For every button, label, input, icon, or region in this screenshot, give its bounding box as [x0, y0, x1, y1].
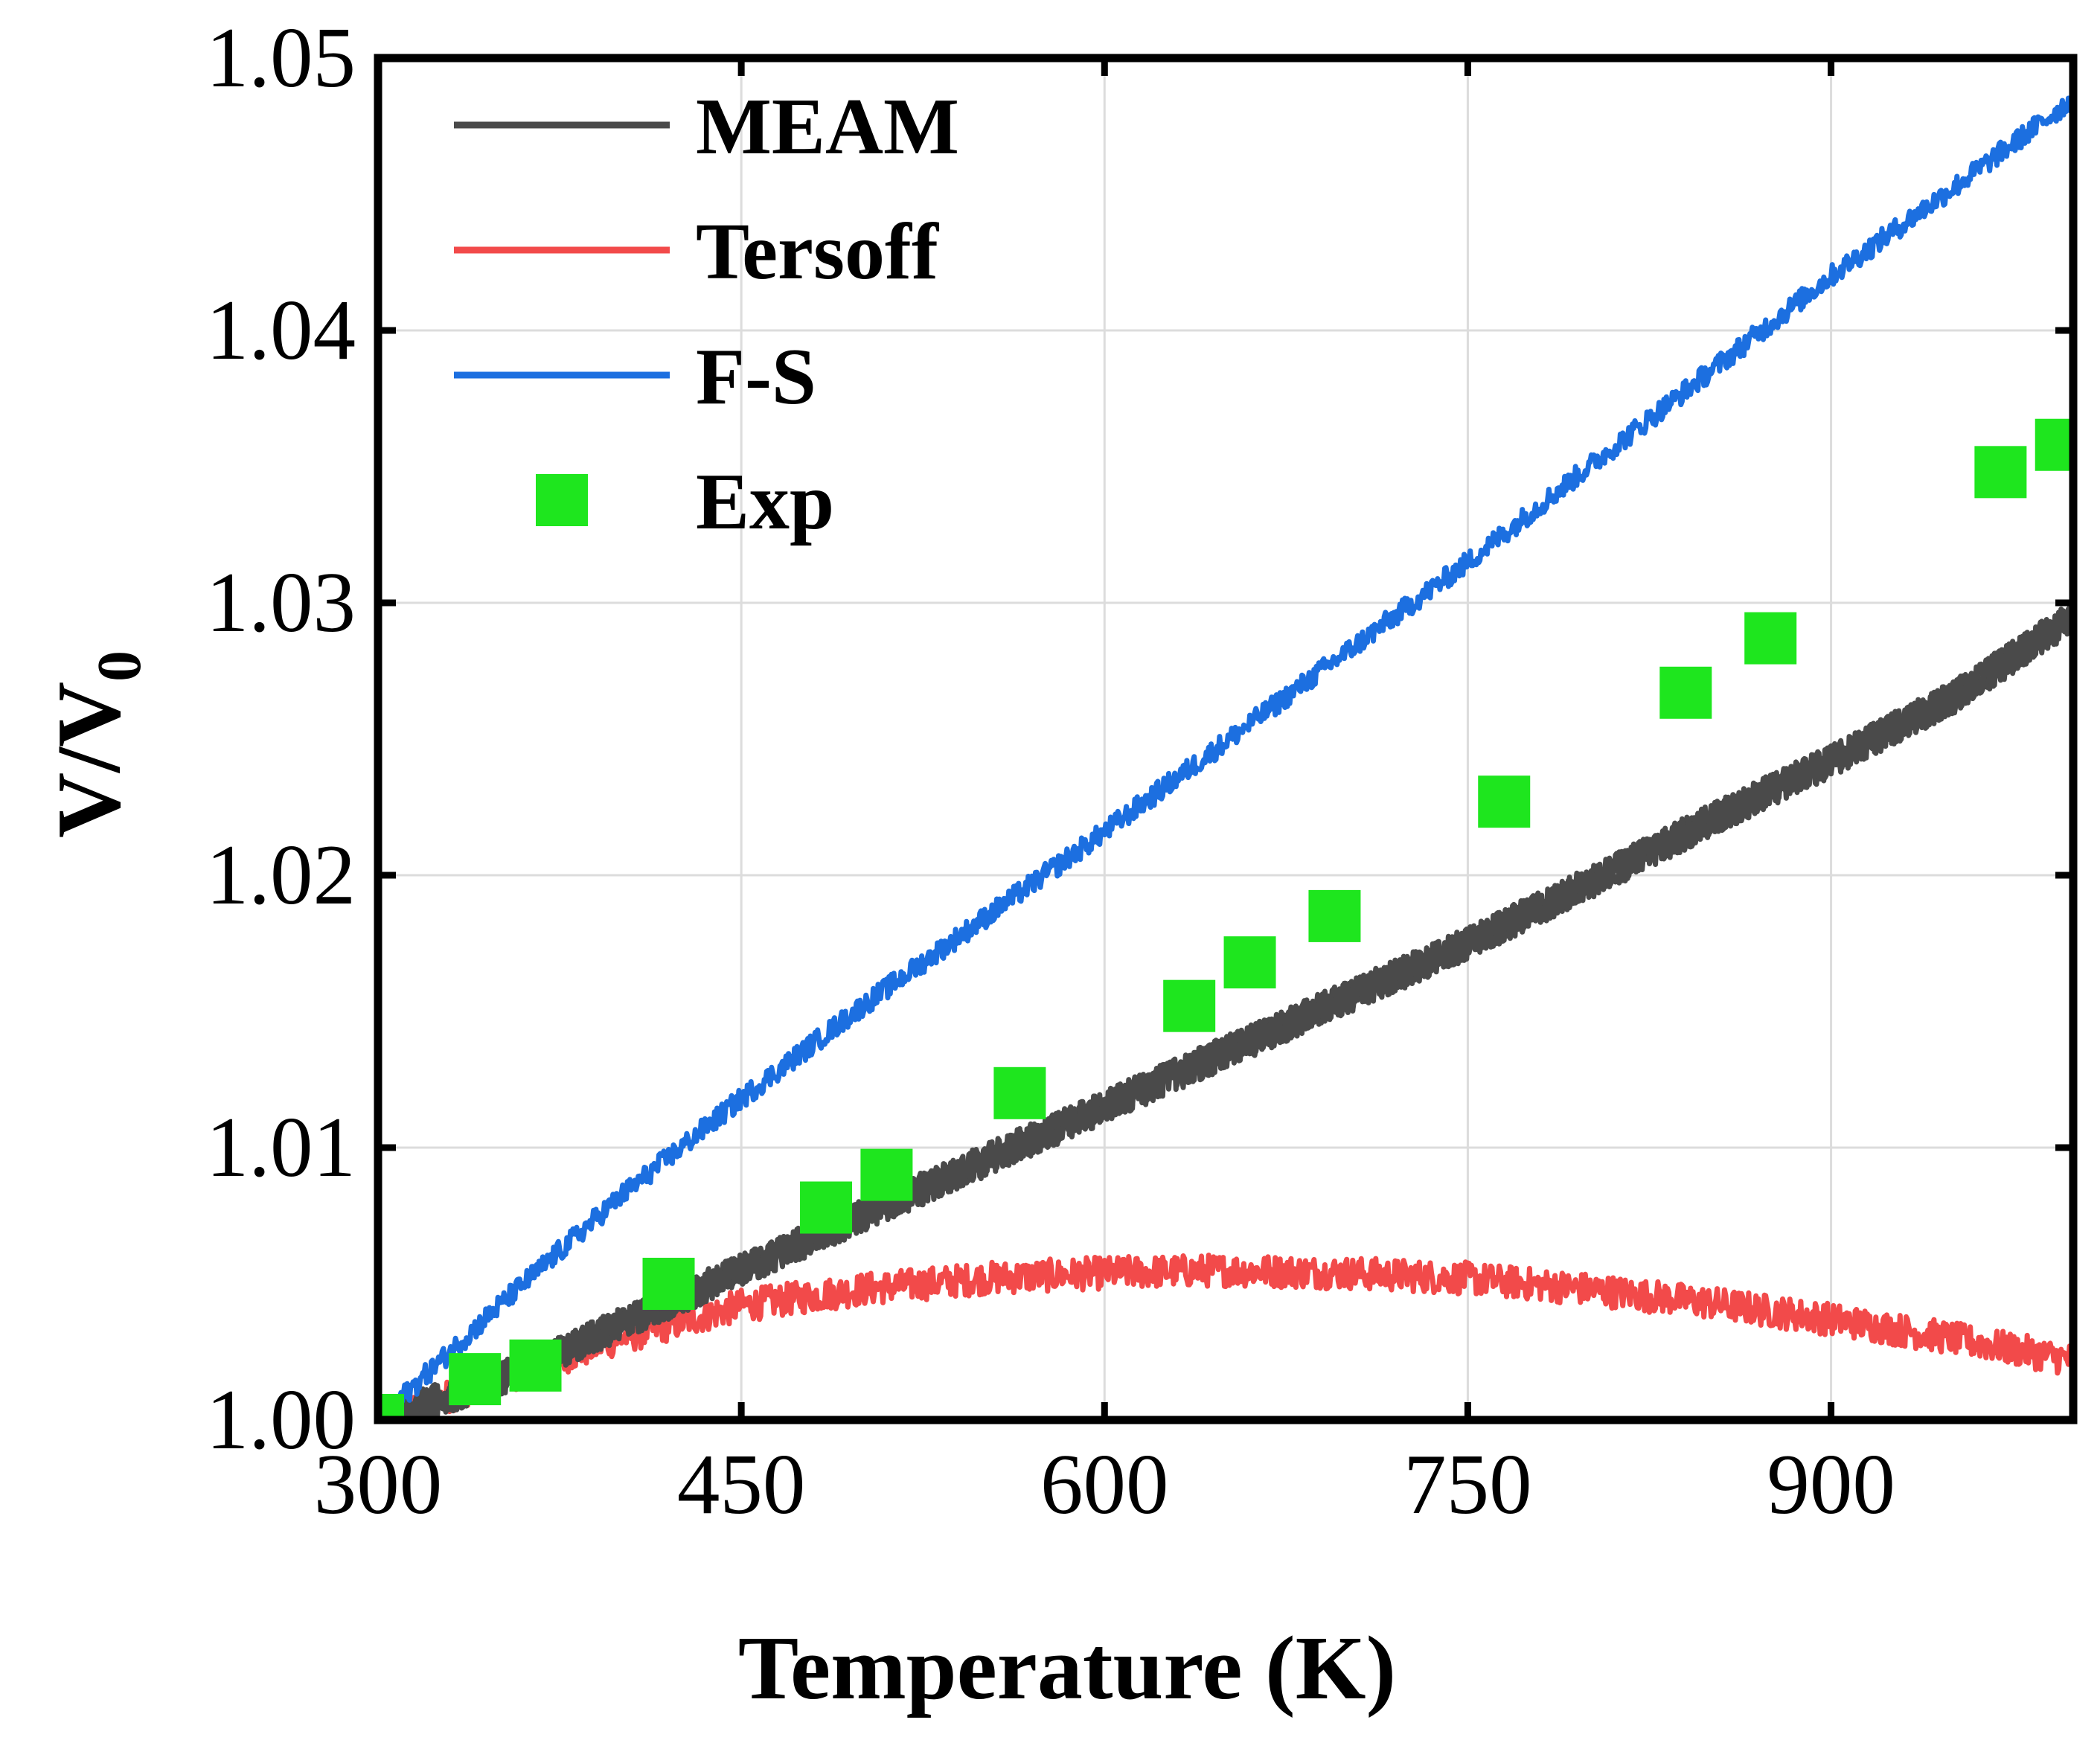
exp-point [642, 1258, 695, 1310]
legend-label: F-S [696, 333, 816, 421]
plot-frame [374, 54, 2078, 1424]
y-axis-title-main: V/V [39, 682, 139, 838]
legend-label: Exp [696, 458, 834, 546]
series-lines [378, 90, 2073, 1420]
exp-point [2035, 418, 2073, 471]
exp-point [1308, 889, 1361, 942]
series-line-f-s [378, 90, 2073, 1420]
plot-clip-group [378, 90, 2073, 1420]
y-axis-title: V/V0 [39, 650, 154, 838]
exp-point [860, 1148, 913, 1201]
exp-point [449, 1353, 502, 1406]
legend: MEAM Tersoff F-S Exp [454, 83, 959, 546]
y-tick-label: 1.03 [206, 555, 356, 650]
y-axis-title-subscript: 0 [85, 650, 154, 682]
x-tick-label: 300 [314, 1437, 443, 1532]
exp-point [1223, 936, 1276, 989]
exp-point [1659, 666, 1712, 719]
exp-point [378, 1394, 404, 1420]
exp-point [1974, 446, 2027, 499]
exp-point [800, 1181, 853, 1234]
exp-point [509, 1339, 562, 1392]
axis-ticks [374, 54, 2073, 1424]
svg-text:V/V0: V/V0 [39, 650, 154, 838]
y-tick-label: 1.00 [206, 1372, 356, 1467]
legend-label: MEAM [696, 83, 959, 171]
exp-point [1478, 775, 1531, 828]
x-axis-title: Temperature (K) [738, 1618, 1396, 1718]
exp-point [993, 1066, 1046, 1119]
y-tick-label: 1.04 [206, 283, 356, 377]
tick-labels: 300 450 600 750 900 1.00 1.01 1.02 1.03 1.04 1.05 [206, 10, 1895, 1532]
x-tick-label: 600 [1040, 1437, 1169, 1532]
exp-point [1163, 979, 1216, 1032]
series-line-tersoff [378, 1253, 2073, 1420]
series-markers [378, 418, 2073, 1420]
x-tick-label: 750 [1403, 1437, 1532, 1532]
legend-swatch-exp [536, 474, 588, 526]
y-tick-label: 1.05 [206, 10, 356, 105]
legend-label: Tersoff [696, 208, 940, 296]
x-tick-label: 900 [1767, 1437, 1895, 1532]
exp-point [1744, 612, 1797, 665]
y-tick-label: 1.02 [206, 828, 356, 922]
y-tick-label: 1.01 [206, 1100, 356, 1194]
x-tick-label: 450 [677, 1437, 806, 1532]
